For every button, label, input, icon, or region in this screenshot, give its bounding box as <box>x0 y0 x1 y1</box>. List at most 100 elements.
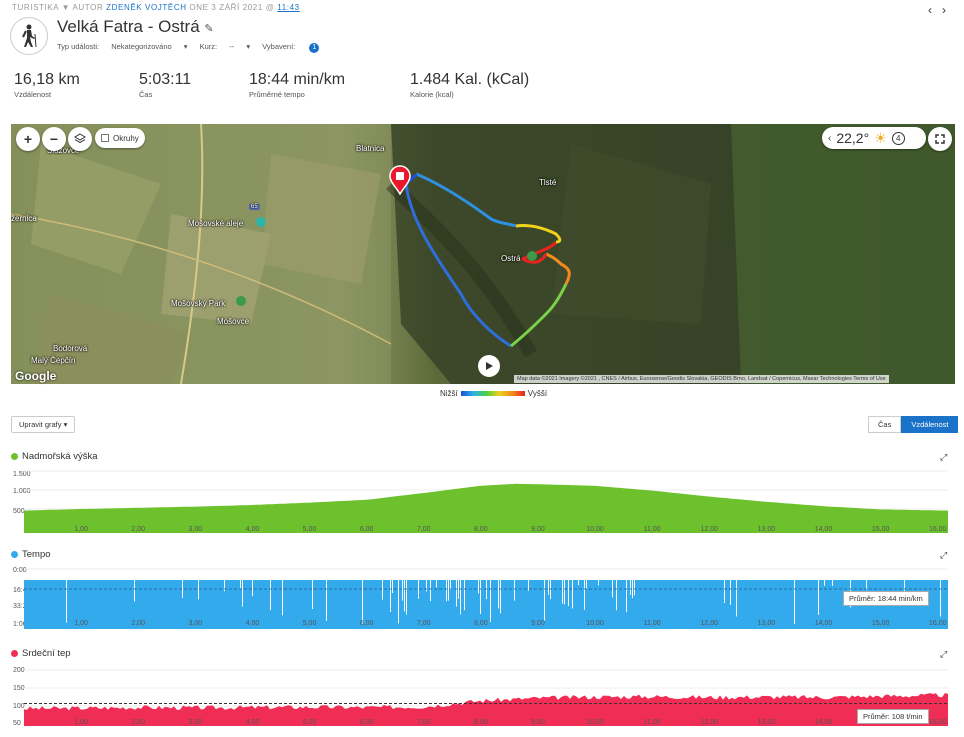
zoom-out-button[interactable]: − <box>42 127 66 151</box>
pace-gap <box>630 580 631 595</box>
pace-gap <box>134 580 135 602</box>
pace-gap <box>326 580 327 621</box>
y-tick: 0:00 <box>13 567 27 574</box>
x-tick-label: 14,00 <box>815 526 833 533</box>
author-link[interactable]: ZDENĚK VOJTĚCH <box>106 3 187 12</box>
temperature-value: 22,2° <box>836 130 870 146</box>
pace-gap <box>450 580 451 591</box>
pace-chart[interactable]: 1,00 2,00 3,00 4,00 5,00 6,00 7,00 8,00 9,00 10,0… <box>24 565 948 631</box>
pace-gap <box>270 580 271 610</box>
fullscreen-icon[interactable] <box>928 127 952 151</box>
x-tick-label: 16,00 <box>929 620 947 627</box>
x-tick-label: 5,00 <box>303 526 317 533</box>
pace-gap <box>282 580 283 616</box>
laps-toggle[interactable]: Okruhy <box>95 128 145 148</box>
pace-gap <box>458 580 459 599</box>
activity-title[interactable]: Velká Fatra - Ostrá ✎ <box>57 17 214 36</box>
x-tick-label: 16,00 <box>929 526 947 533</box>
pace-gap <box>464 580 465 611</box>
pace-gap <box>382 580 383 600</box>
zoom-in-button[interactable]: + <box>16 127 40 151</box>
expand-heart-rate-icon[interactable]: ⤢ <box>940 649 948 659</box>
pace-gap <box>398 580 399 624</box>
x-tick-label: 16,00 <box>929 719 947 726</box>
pace-gap <box>240 580 241 589</box>
x-tick-label: 8,00 <box>474 719 488 726</box>
legend-gradient-bar <box>460 391 525 396</box>
expand-pace-icon[interactable]: ⤢ <box>940 550 948 560</box>
pace-gap <box>794 580 795 625</box>
expand-elevation-icon[interactable]: ⤢ <box>940 452 948 462</box>
heart-rate-area <box>24 693 948 726</box>
pace-gap <box>390 580 391 613</box>
x-tick-label: 10,00 <box>586 620 604 627</box>
laps-checkbox[interactable] <box>101 134 109 142</box>
map-label-blatnica: Blatnica <box>356 144 385 153</box>
prev-activity-button[interactable]: ‹ <box>928 3 932 17</box>
x-tick-label: 2,00 <box>131 526 145 533</box>
pace-gap <box>460 580 461 615</box>
weather-count-badge[interactable]: 4 <box>891 131 905 145</box>
pace-gap <box>446 580 447 602</box>
x-tick-label: 12,00 <box>701 620 719 627</box>
terms-link[interactable]: Terms of Use <box>853 376 886 382</box>
peak-poi-icon[interactable] <box>527 251 537 261</box>
x-tick-label: 13,00 <box>758 526 776 533</box>
pace-gap <box>478 580 479 594</box>
course-dropdown[interactable]: Kurz: -- ▾ <box>199 42 251 51</box>
heart-rate-average-label: Průměr: 108 t/min <box>857 709 929 724</box>
play-route-button[interactable] <box>478 355 500 377</box>
x-tick-label: 8,00 <box>474 620 488 627</box>
pace-gap <box>480 580 481 614</box>
time-toggle-button[interactable]: Čas <box>868 416 902 433</box>
distance-toggle-button[interactable]: Vzdálenost <box>901 416 959 433</box>
route-map[interactable]: Blatnica Slažovce žernica Mošovské aleje… <box>11 124 955 384</box>
map-label-tlste: Tlsté <box>539 178 557 187</box>
pace-chart-title: Tempo <box>11 549 51 560</box>
edit-pencil-icon[interactable]: ✎ <box>204 23 214 35</box>
gear-count-badge: 1 <box>309 43 320 53</box>
x-tick-label: 14,00 <box>815 719 833 726</box>
map-credit: Map data ©2021 Imagery ©2021 , CNES / Ai… <box>514 375 889 383</box>
x-tick-label: 4,00 <box>246 620 260 627</box>
pace-gap <box>634 580 635 596</box>
park-poi-icon[interactable] <box>236 296 246 306</box>
map-label-maly-cepcin: Malý Čepčín <box>31 356 76 365</box>
pace-gap <box>224 580 225 592</box>
pace-gap <box>572 580 573 609</box>
elevation-chart[interactable]: 1,00 2,00 3,00 4,00 5,00 6,00 7,00 8,00 9,00 10,0… <box>24 465 948 535</box>
chevron-left-icon[interactable]: ‹ <box>828 132 832 144</box>
breadcrumb: TURISTIKA ▼ AUTOR ZDENĚK VOJTĚCH ONE 3 Z… <box>12 3 300 12</box>
map-pin-start-icon[interactable] <box>389 165 411 200</box>
y-tick: 33:20 <box>13 603 31 610</box>
x-tick-label: 6,00 <box>360 719 374 726</box>
x-tick-label: 3,00 <box>189 526 203 533</box>
gear-link[interactable]: Vybavení: 1 <box>262 42 329 53</box>
pace-gap <box>66 580 67 623</box>
weather-widget[interactable]: ‹ 22,2° ☀ 4 <box>822 127 926 149</box>
x-tick-label: 6,00 <box>360 620 374 627</box>
y-tick: 1.000 <box>13 488 31 495</box>
pace-gap <box>456 580 457 607</box>
pace-gap <box>598 580 599 586</box>
pace-gap <box>490 580 491 622</box>
pace-gap <box>866 580 867 591</box>
heart-rate-chart[interactable]: 1,00 2,00 3,00 4,00 5,00 6,00 7,00 8,00 9,00 10,0… <box>24 664 948 737</box>
pace-gap <box>498 580 499 609</box>
time-link[interactable]: 11:43 <box>277 3 300 12</box>
pace-gap <box>430 580 431 602</box>
category-link[interactable]: TURISTIKA <box>12 3 59 12</box>
pace-average-label: Průměr: 18:44 min/km <box>843 591 929 606</box>
pace-gap <box>182 580 183 598</box>
photo-poi-icon[interactable] <box>256 217 266 227</box>
pace-gap <box>548 580 549 595</box>
edit-charts-button[interactable]: Upravit grafy ▾ <box>11 416 76 433</box>
y-tick: 16:40 <box>13 587 31 594</box>
x-tick-label: 13,00 <box>758 719 776 726</box>
event-type-dropdown[interactable]: Typ události: Nekategorizováno ▾ <box>57 42 188 51</box>
pace-gap <box>562 580 563 604</box>
pace-gap <box>392 580 393 594</box>
layers-icon[interactable] <box>68 127 92 151</box>
pace-gap <box>730 580 731 605</box>
next-activity-button[interactable]: › <box>942 3 946 17</box>
